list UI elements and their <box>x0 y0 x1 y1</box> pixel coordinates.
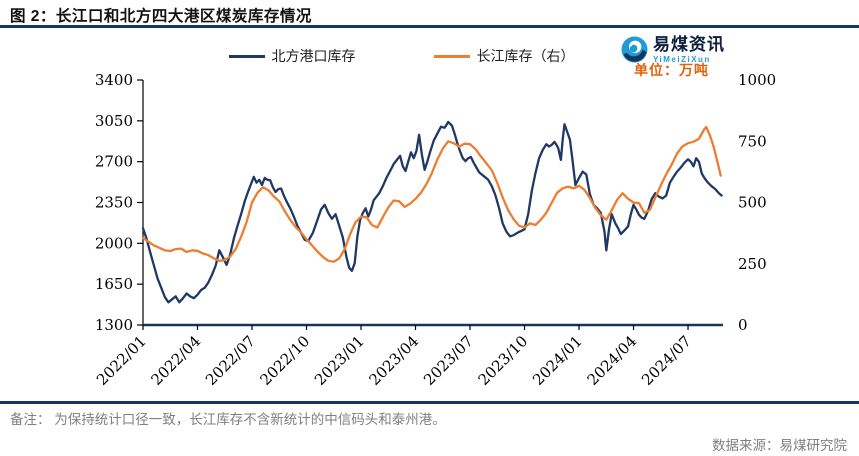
x-axis-tick-label: 2022/10 <box>257 332 314 389</box>
right-axis-tick-label: 250 <box>738 255 767 273</box>
footer-rule <box>0 401 859 404</box>
series-line-north-ports <box>141 120 723 304</box>
x-axis-tick-label: 2022/04 <box>148 332 205 389</box>
figure-title: 图 2：长江口和北方四大港区煤炭库存情况 <box>10 8 312 25</box>
chart-legend: 北方港口库存 长江库存（右） <box>0 46 831 66</box>
left-axis-tick-label: 2000 <box>95 234 133 252</box>
unit-label: 单位：万吨 <box>634 62 709 78</box>
right-axis-tick-label: 1000 <box>738 71 776 89</box>
yimei-logo: 易煤资讯 YiMeiZiXun <box>621 36 725 64</box>
legend-item-yangtze: 长江库存（右） <box>433 46 575 66</box>
left-axis-tick-label: 2350 <box>95 194 133 212</box>
left-axis-tick-label: 1300 <box>95 316 133 334</box>
footnote: 备注： 为保持统计口径一致，长江库存不含新统计的中信码头和泰州港。 <box>10 412 446 427</box>
left-axis-tick-label: 1650 <box>95 275 133 293</box>
x-axis-tick-label: 2023/10 <box>475 332 532 389</box>
x-axis-tick-label: 2024/04 <box>584 332 641 389</box>
title-rule <box>0 25 859 28</box>
legend-item-north-ports: 北方港口库存 <box>228 46 356 66</box>
logo-name: 易煤资讯 <box>653 35 725 54</box>
legend-swatch-north <box>228 54 265 58</box>
right-axis-tick-label: 500 <box>738 194 767 212</box>
yimei-logo-icon <box>621 36 648 63</box>
logo-subtitle: YiMeiZiXun <box>653 55 711 64</box>
legend-label-north: 北方港口库存 <box>271 50 356 65</box>
left-axis-tick-label: 3050 <box>95 112 133 130</box>
right-axis-tick-label: 750 <box>738 132 767 150</box>
x-axis-tick-label: 2023/07 <box>420 332 477 389</box>
legend-swatch-yangtze <box>433 54 470 58</box>
x-axis-tick-label: 2023/01 <box>311 332 368 389</box>
x-axis-tick-label: 2022/07 <box>202 332 259 389</box>
x-axis-tick-label: 2023/04 <box>366 332 423 389</box>
series-line-yangtze <box>141 125 722 263</box>
right-axis-tick-label: 0 <box>738 316 748 334</box>
x-axis-tick-label: 2024/07 <box>638 332 695 389</box>
left-axis-tick-label: 3400 <box>95 71 133 89</box>
legend-label-yangtze: 长江库存（右） <box>476 50 575 65</box>
data-source: 数据来源：易煤研究院 <box>712 438 847 453</box>
left-axis-tick-label: 2700 <box>95 153 133 171</box>
x-axis-tick-label: 2022/01 <box>93 332 150 389</box>
x-axis-tick-label: 2024/01 <box>529 332 586 389</box>
